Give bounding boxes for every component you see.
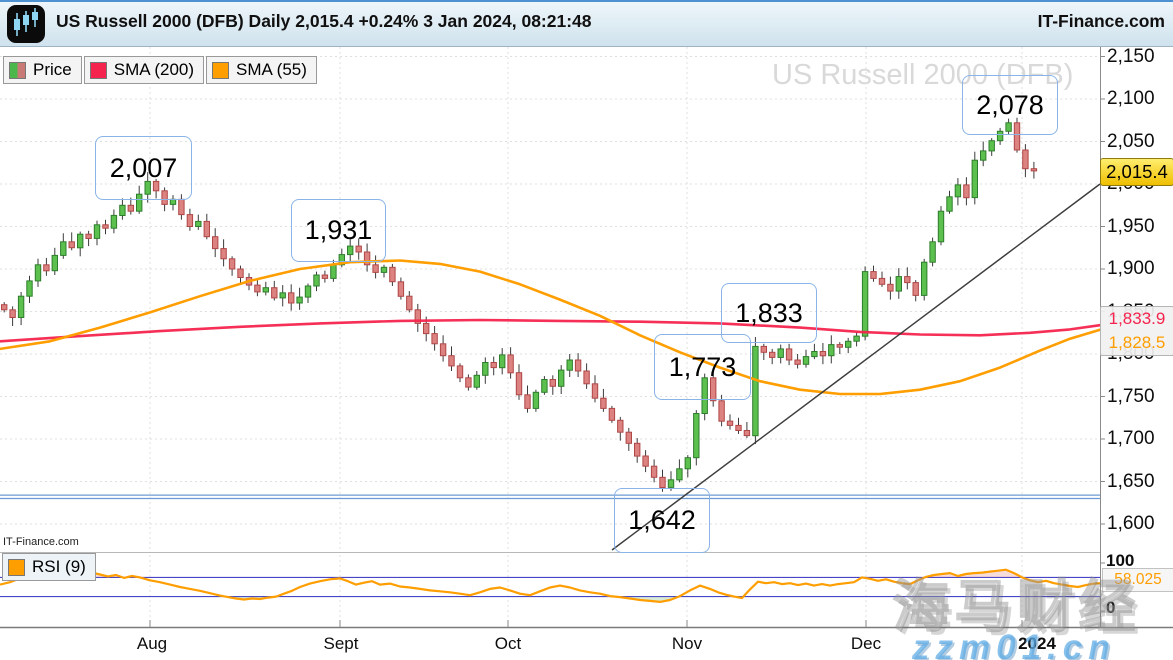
- source-note: IT-Finance.com: [3, 536, 79, 548]
- sma-value-badges: 1,833.9 1,828.5: [1100, 306, 1173, 356]
- chart-area: US Russell 2000 (DFB) Price SMA (200) SM…: [0, 46, 1173, 660]
- last-price-badge: 2,015.4: [1100, 158, 1173, 186]
- legend-bar: Price SMA (200) SMA (55): [3, 56, 317, 84]
- price-callout[interactable]: 2,078: [962, 75, 1058, 135]
- legend-sma55-label: SMA (55): [236, 60, 307, 79]
- price-callout[interactable]: 2,007: [95, 136, 192, 200]
- price-callout[interactable]: 1,642: [614, 488, 710, 553]
- rsi-scale-bottom: 0: [1106, 598, 1116, 617]
- legend-price-chip[interactable]: Price: [3, 56, 82, 84]
- rsi-scale-top: 100: [1106, 551, 1135, 570]
- price-callout[interactable]: 1,773: [654, 334, 751, 400]
- price-callout[interactable]: 1,931: [291, 199, 386, 262]
- rsi-label: RSI (9): [32, 557, 86, 576]
- candlestick-logo-icon: [7, 5, 45, 43]
- rsi-swatch-icon: [8, 558, 25, 576]
- price-axis-label: 1,650: [1107, 470, 1155, 492]
- price-axis-label: 1,700: [1107, 428, 1155, 449]
- price-axis-label: 2,150: [1107, 45, 1155, 67]
- time-axis-label: Aug: [136, 634, 168, 653]
- legend-sma200-chip[interactable]: SMA (200): [83, 56, 205, 84]
- time-axis-label: 2024: [1018, 634, 1056, 653]
- price-axis-label: 1,900: [1107, 258, 1155, 279]
- time-axis-label: Sept: [323, 634, 359, 653]
- time-axis-label: Nov: [671, 634, 703, 653]
- price-axis-label: 2,050: [1107, 130, 1155, 152]
- legend-sma55-chip[interactable]: SMA (55): [206, 56, 317, 84]
- rsi-value-badge: 58.025: [1102, 568, 1173, 592]
- sma55-swatch-icon: [212, 61, 230, 79]
- price-axis-label: 1,950: [1107, 215, 1155, 237]
- price-axis-label: 2,100: [1107, 88, 1155, 109]
- legend-price-label: Price: [33, 60, 72, 79]
- time-axis-label: Oct: [494, 634, 522, 653]
- time-axis-label: Dec: [850, 634, 882, 653]
- price-axis-label: 1,750: [1107, 385, 1155, 407]
- brand-link[interactable]: IT-Finance.com: [1037, 11, 1165, 31]
- chart-title: US Russell 2000 (DFB) Daily 2,015.4 +0.2…: [56, 11, 592, 31]
- header-bar: US Russell 2000 (DFB) Daily 2,015.4 +0.2…: [0, 2, 1173, 47]
- sma200-value: 1,833.9: [1108, 309, 1166, 328]
- price-swatch-icon: [9, 61, 26, 79]
- rsi-legend: RSI (9): [2, 553, 96, 581]
- rsi-chip[interactable]: RSI (9): [2, 553, 96, 581]
- cn-watermark: 海马财经: [892, 574, 1141, 639]
- site-watermark: zzm01.cn: [912, 628, 1116, 660]
- sma55-value: 1,828.5: [1108, 333, 1166, 352]
- sma200-swatch-icon: [89, 61, 107, 79]
- legend-sma200-label: SMA (200): [113, 60, 195, 79]
- price-callout[interactable]: 1,833: [721, 283, 817, 343]
- price-axis-label: 1,600: [1107, 513, 1155, 534]
